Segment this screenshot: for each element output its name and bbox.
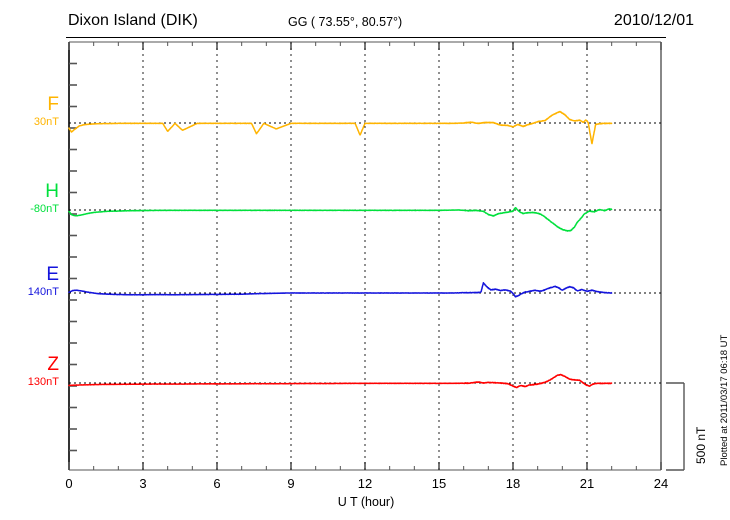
- scale-bar-label: 500 nT: [694, 426, 708, 464]
- component-offset-h: -80nT: [30, 203, 59, 215]
- component-label-z: Z 130nT: [28, 355, 59, 388]
- geographic-coordinates: GG ( 73.55°, 80.57°): [288, 15, 403, 29]
- plotted-at-stamp: Plotted at 2011/03/17 06:18 UT: [719, 334, 730, 466]
- x-tick-label: 0: [65, 476, 73, 491]
- component-label-h: H -80nT: [30, 182, 59, 215]
- component-label-e: E 140nT: [28, 265, 59, 298]
- x-tick-label: 15: [431, 476, 447, 491]
- x-axis-title: U T (hour): [337, 495, 395, 509]
- x-tick-label: 9: [287, 476, 295, 491]
- station-name: Dixon Island (DIK): [68, 12, 198, 29]
- component-symbol-h: H: [45, 181, 59, 202]
- x-tick-label: 24: [653, 476, 669, 491]
- component-offset-z: 130nT: [27, 376, 59, 388]
- x-tick-label: 3: [139, 476, 147, 491]
- x-tick-label: 12: [357, 476, 373, 491]
- component-offset-e: 140nT: [27, 286, 59, 298]
- component-symbol-z: Z: [47, 354, 59, 375]
- component-label-f: F 30nT: [34, 95, 59, 128]
- x-tick-label: 18: [505, 476, 521, 491]
- component-symbol-e: E: [46, 264, 59, 285]
- header-divider: [66, 37, 666, 38]
- x-tick-label: 6: [213, 476, 221, 491]
- observation-date: 2010/12/01: [613, 12, 694, 29]
- x-tick-label: 21: [579, 476, 595, 491]
- component-offset-f: 30nT: [33, 116, 59, 128]
- component-symbol-f: F: [47, 94, 59, 115]
